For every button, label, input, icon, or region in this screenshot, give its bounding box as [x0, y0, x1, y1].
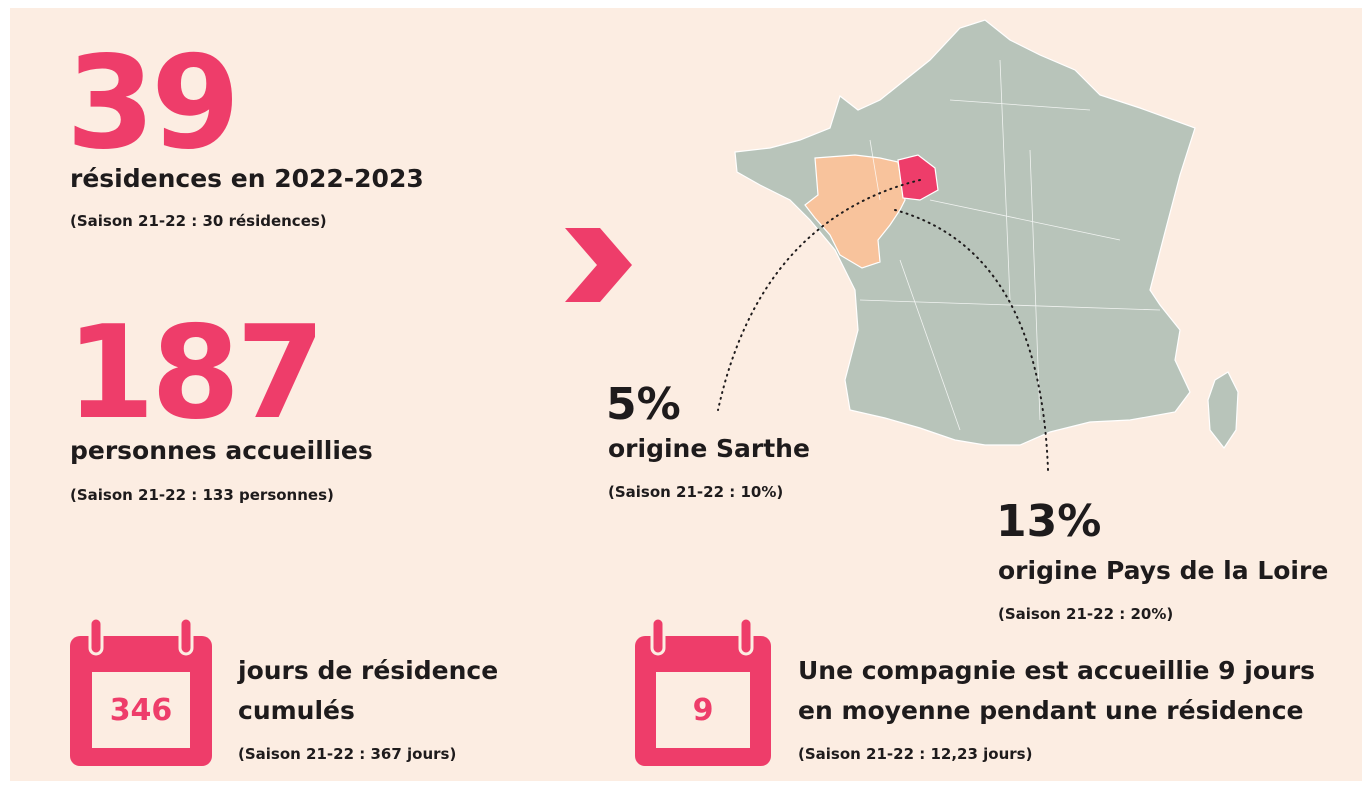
corsica	[1207, 371, 1239, 450]
stat-label: résidences en 2022-2023	[70, 164, 424, 193]
stat-previous: (Saison 21-22 : 20%)	[998, 605, 1174, 623]
calendar-number: 346	[109, 693, 173, 728]
stat-number: 39	[66, 29, 240, 178]
chevron	[565, 228, 632, 302]
sarthe	[897, 154, 939, 201]
calendar-number: 9	[692, 693, 714, 728]
stat-label: en moyenne pendant une résidence	[798, 696, 1304, 725]
stat-number: 187	[66, 299, 325, 448]
stat-label: cumulés	[238, 696, 355, 725]
stat-number: 13%	[996, 496, 1102, 547]
france-map	[734, 19, 1239, 450]
stat-label: personnes accueillies	[70, 436, 373, 465]
stat-previous: (Saison 21-22 : 12,23 jours)	[798, 745, 1033, 763]
stat-previous: (Saison 21-22 : 133 personnes)	[70, 486, 334, 504]
pays-de-la-loire	[804, 154, 906, 269]
france	[734, 19, 1196, 446]
stat-label: Une compagnie est accueillie 9 jours	[798, 656, 1316, 685]
stat-label: origine Sarthe	[608, 434, 810, 463]
stat-number: 5%	[606, 379, 681, 430]
connector-pdl	[894, 209, 1049, 471]
stat-label: jours de résidence	[238, 656, 499, 685]
calendar-icon	[635, 616, 771, 766]
stat-previous: (Saison 21-22 : 367 jours)	[238, 745, 457, 763]
department-borders	[859, 59, 1161, 431]
calendar-icon	[70, 616, 212, 766]
connector-sarthe	[717, 179, 921, 411]
stat-label: origine Pays de la Loire	[998, 556, 1329, 585]
stat-previous: (Saison 21-22 : 30 résidences)	[70, 212, 327, 230]
stat-previous: (Saison 21-22 : 10%)	[608, 483, 784, 501]
